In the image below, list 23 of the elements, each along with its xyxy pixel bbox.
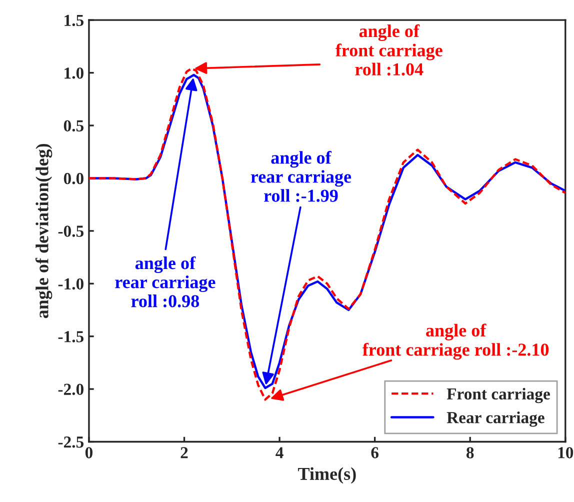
- y-tick-label: -1.0: [58, 278, 84, 290]
- y-tick-label: -1.5: [58, 331, 84, 342]
- y-axis-title: angle of deviation(deg): [35, 144, 52, 318]
- annotation: angle of front carriage roll :1.04: [336, 24, 442, 76]
- annotation: angle of rear carriage roll :-1.99: [250, 150, 352, 202]
- x-tick-label: 8: [466, 447, 474, 458]
- annotation: angle of front carriage roll :-2.10: [362, 324, 549, 360]
- y-tick-label: 1.5: [64, 14, 84, 26]
- legend-label: Front carriage: [446, 388, 550, 404]
- y-tick-label: -2.5: [58, 436, 84, 448]
- y-tick-label: 0.0: [64, 172, 84, 184]
- legend-label: Rear carriage: [446, 412, 544, 427]
- x-tick-label: 10: [558, 447, 574, 458]
- x-tick-label: 0: [85, 447, 92, 458]
- x-tick-label: 4: [276, 447, 284, 458]
- y-tick-label: -0.5: [58, 226, 84, 237]
- x-tick-label: 2: [180, 447, 188, 458]
- y-tick-label: -2.0: [58, 384, 84, 396]
- x-tick-label: 6: [371, 447, 378, 458]
- x-axis-title: Time(s): [298, 467, 356, 484]
- y-tick-label: 0.5: [64, 120, 84, 132]
- y-tick-label: 1.0: [64, 67, 84, 79]
- annotation: angle of rear carriage roll :0.98: [115, 256, 216, 308]
